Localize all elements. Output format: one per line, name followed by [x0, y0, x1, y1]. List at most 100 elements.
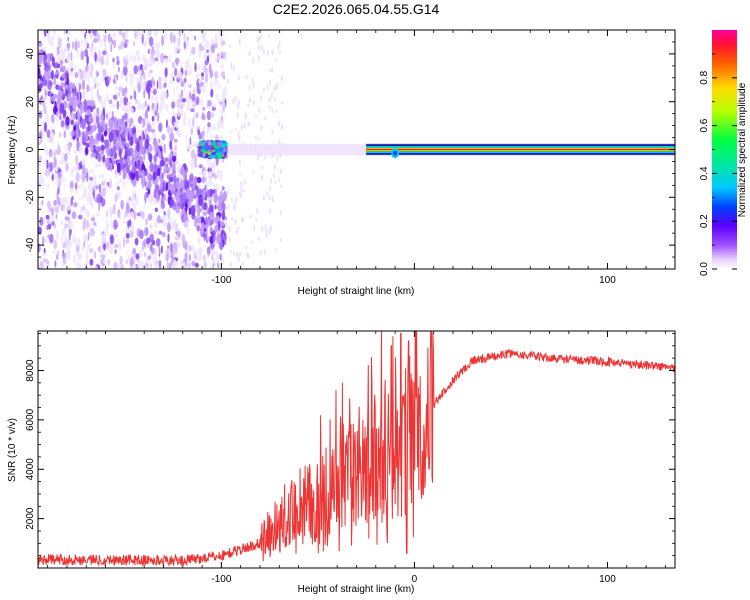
faint-dot	[269, 185, 272, 192]
noise-blob	[57, 249, 60, 258]
noise-blob	[108, 99, 113, 105]
faint-dot	[277, 45, 280, 51]
drift-blob	[134, 137, 138, 145]
noise-blob	[81, 79, 86, 91]
drift-blob	[56, 63, 61, 69]
noise-blob	[164, 67, 168, 78]
noise-blob	[160, 245, 163, 254]
noise-blob	[158, 259, 162, 269]
noise-blob	[149, 69, 153, 74]
noise-blob	[64, 223, 68, 229]
faint-dot	[236, 251, 238, 259]
drift-blob	[189, 174, 194, 182]
noise-blob	[187, 227, 190, 235]
drift-blob	[169, 199, 174, 207]
noise-blob	[150, 57, 155, 65]
drift-blob	[47, 79, 52, 91]
noise-blob	[111, 39, 114, 45]
noise-blob	[218, 170, 223, 181]
noise-blob	[64, 153, 68, 162]
drift-blob	[136, 142, 140, 152]
noise-blob	[74, 40, 78, 52]
noise-blob	[147, 124, 152, 133]
noise-blob	[163, 211, 166, 216]
drift-blob	[187, 200, 192, 211]
noise-blob	[134, 237, 139, 246]
noise-blob	[118, 30, 123, 36]
noise-blob	[204, 60, 209, 66]
noise-blob	[124, 210, 128, 218]
noise-blob	[171, 101, 176, 109]
noise-blob	[103, 102, 105, 107]
noise-blob	[201, 114, 206, 121]
faint-dot	[234, 206, 237, 210]
noise-blob	[181, 98, 187, 103]
noise-blob	[38, 110, 43, 119]
drift-blob	[129, 136, 134, 146]
faint-dot	[258, 236, 260, 242]
drift-blob	[219, 241, 224, 251]
noise-blob	[124, 39, 129, 44]
drift-blob	[107, 127, 111, 133]
drift-blob	[173, 175, 177, 183]
faint-dot	[232, 97, 235, 105]
noise-blob	[128, 196, 131, 201]
faint-dot	[240, 188, 243, 194]
noise-blob	[163, 32, 168, 40]
drift-blob	[116, 129, 119, 138]
noise-blob	[214, 71, 219, 79]
drift-blob	[198, 196, 203, 207]
faint-dot	[235, 196, 238, 204]
noise-blob	[103, 231, 107, 242]
faint-dot	[257, 153, 259, 161]
faint-dot	[247, 253, 250, 259]
noise-blob	[145, 217, 148, 226]
faint-dot	[262, 194, 265, 201]
noise-blob	[53, 239, 58, 250]
noise-blob	[182, 102, 186, 107]
noise-blob	[124, 112, 128, 120]
noise-blob	[135, 253, 140, 260]
noise-blob	[161, 231, 166, 238]
noise-blob	[219, 134, 224, 141]
noise-blob	[87, 244, 90, 253]
noise-blob	[151, 115, 155, 122]
faint-dot	[252, 82, 255, 88]
noise-blob	[167, 207, 170, 218]
y-tick-label: 4000	[25, 458, 36, 481]
noise-blob	[149, 224, 152, 229]
tone-dip-core	[393, 150, 398, 156]
drift-blob	[102, 123, 106, 128]
noise-blob	[156, 215, 161, 224]
noise-blob	[76, 48, 80, 58]
drift-blob	[77, 109, 80, 118]
faint-dot	[268, 105, 271, 109]
noise-blob	[113, 219, 118, 230]
noise-blob	[56, 55, 60, 64]
x-tick-label: 0	[412, 574, 418, 585]
drift-blob	[64, 90, 69, 97]
noise-blob	[186, 143, 192, 151]
noise-blob	[167, 221, 171, 233]
noise-blob	[129, 79, 134, 86]
drift-blob	[126, 165, 130, 174]
faint-dot	[232, 65, 235, 72]
noise-blob	[63, 183, 66, 190]
noise-blob	[176, 85, 180, 90]
drift-blob	[88, 116, 92, 123]
noise-blob	[105, 241, 109, 250]
noise-blob	[146, 83, 151, 94]
noise-blob	[196, 83, 200, 94]
noise-blob	[118, 45, 123, 50]
noise-blob	[75, 182, 78, 190]
noise-blob	[143, 252, 147, 257]
drift-blob	[221, 202, 224, 210]
noise-blob	[100, 55, 105, 66]
drift-blob	[135, 170, 138, 178]
noise-blob	[200, 97, 204, 107]
faint-dot	[241, 261, 244, 267]
noise-blob	[68, 230, 71, 240]
noise-blob	[81, 160, 86, 167]
drift-blob	[105, 123, 108, 132]
noise-blob	[39, 173, 43, 182]
